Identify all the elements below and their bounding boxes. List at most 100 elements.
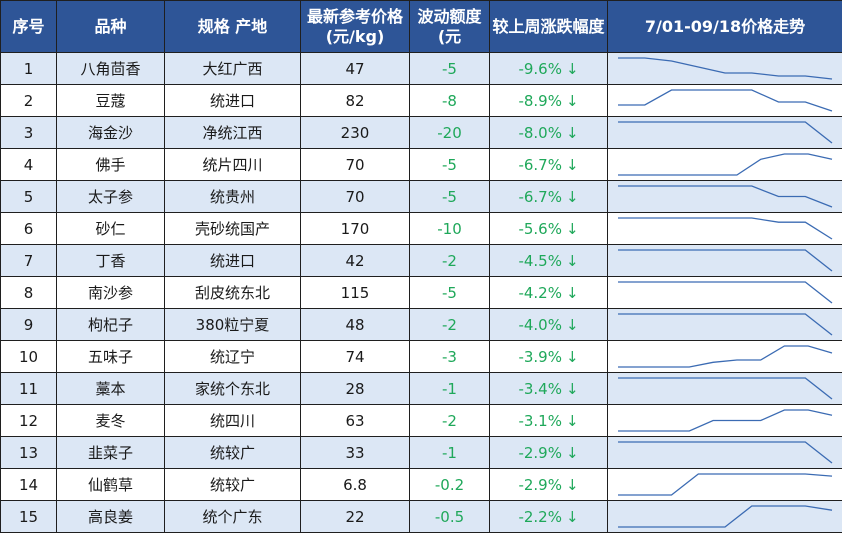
index-cell: 6 bbox=[0, 212, 57, 245]
table-row: 6 砂仁 壳砂统国产 170 -10 -5.6% ↓ bbox=[0, 212, 842, 245]
trend-line bbox=[618, 313, 833, 336]
table-row: 4 佛手 统片四川 70 -5 -6.7% ↓ bbox=[0, 148, 842, 181]
trend-line bbox=[618, 121, 833, 144]
trend-line bbox=[618, 409, 833, 432]
price-cell: 170 bbox=[300, 212, 410, 245]
weekly-pct-cell: -2.2% ↓ bbox=[489, 500, 608, 533]
weekly-pct-cell: -4.0% ↓ bbox=[489, 308, 608, 341]
table-row: 11 藁本 家统个东北 28 -1 -3.4% ↓ bbox=[0, 372, 842, 405]
variety-cell: 五味子 bbox=[56, 340, 165, 373]
down-arrow-icon: ↓ bbox=[565, 411, 579, 430]
down-arrow-icon: ↓ bbox=[565, 443, 579, 462]
weekly-pct-value: -4.2% bbox=[518, 283, 562, 302]
change-cell: -5 bbox=[409, 276, 490, 309]
weekly-pct-cell: -2.9% ↓ bbox=[489, 436, 608, 469]
trend-cell bbox=[607, 212, 842, 245]
down-arrow-icon: ↓ bbox=[565, 123, 579, 142]
spec-cell: 统进口 bbox=[164, 244, 301, 277]
index-cell: 2 bbox=[0, 84, 57, 117]
weekly-pct-value: -6.7% bbox=[518, 187, 562, 206]
table-row: 10 五味子 统辽宁 74 -3 -3.9% ↓ bbox=[0, 340, 842, 373]
weekly-pct-value: -3.1% bbox=[518, 411, 562, 430]
table-row: 9 枸杞子 380粒宁夏 48 -2 -4.0% ↓ bbox=[0, 308, 842, 341]
down-arrow-icon: ↓ bbox=[565, 347, 579, 366]
index-cell: 14 bbox=[0, 468, 57, 501]
header-price-line2: (元/kg) bbox=[325, 26, 385, 46]
table-row: 14 仙鹤草 统较广 6.8 -0.2 -2.9% ↓ bbox=[0, 468, 842, 501]
variety-cell: 高良姜 bbox=[56, 500, 165, 533]
trend-line bbox=[618, 249, 833, 272]
weekly-pct-value: -2.9% bbox=[518, 475, 562, 494]
index-cell: 10 bbox=[0, 340, 57, 373]
variety-cell: 海金沙 bbox=[56, 116, 165, 149]
trend-cell bbox=[607, 404, 842, 437]
price-cell: 63 bbox=[300, 404, 410, 437]
trend-cell bbox=[607, 180, 842, 213]
trend-cell bbox=[607, 468, 842, 501]
index-cell: 4 bbox=[0, 148, 57, 181]
table-row: 12 麦冬 统四川 63 -2 -3.1% ↓ bbox=[0, 404, 842, 437]
price-cell: 33 bbox=[300, 436, 410, 469]
weekly-pct-cell: -2.9% ↓ bbox=[489, 468, 608, 501]
weekly-pct-cell: -9.6% ↓ bbox=[489, 52, 608, 85]
down-arrow-icon: ↓ bbox=[565, 475, 579, 494]
change-cell: -8 bbox=[409, 84, 490, 117]
weekly-pct-cell: -3.1% ↓ bbox=[489, 404, 608, 437]
spec-cell: 统贵州 bbox=[164, 180, 301, 213]
change-cell: -5 bbox=[409, 180, 490, 213]
header-change-line2: (元 bbox=[437, 26, 462, 46]
weekly-pct-value: -2.9% bbox=[518, 443, 562, 462]
weekly-pct-value: -8.0% bbox=[518, 123, 562, 142]
spec-cell: 统进口 bbox=[164, 84, 301, 117]
trend-cell bbox=[607, 244, 842, 277]
spec-cell: 统个广东 bbox=[164, 500, 301, 533]
index-cell: 8 bbox=[0, 276, 57, 309]
trend-cell bbox=[607, 148, 842, 181]
table-row: 15 高良姜 统个广东 22 -0.5 -2.2% ↓ bbox=[0, 500, 842, 533]
trend-line bbox=[618, 185, 833, 208]
weekly-pct-cell: -3.4% ↓ bbox=[489, 372, 608, 405]
weekly-pct-cell: -4.5% ↓ bbox=[489, 244, 608, 277]
index-cell: 13 bbox=[0, 436, 57, 469]
trend-cell bbox=[607, 500, 842, 533]
spec-cell: 大红广西 bbox=[164, 52, 301, 85]
trend-cell bbox=[607, 372, 842, 405]
price-cell: 48 bbox=[300, 308, 410, 341]
trend-line bbox=[618, 217, 833, 240]
price-cell: 230 bbox=[300, 116, 410, 149]
trend-cell bbox=[607, 308, 842, 341]
table-row: 13 韭菜子 统较广 33 -1 -2.9% ↓ bbox=[0, 436, 842, 469]
weekly-pct-value: -3.9% bbox=[518, 347, 562, 366]
down-arrow-icon: ↓ bbox=[565, 187, 579, 206]
spec-cell: 壳砂统国产 bbox=[164, 212, 301, 245]
spec-cell: 380粒宁夏 bbox=[164, 308, 301, 341]
down-arrow-icon: ↓ bbox=[565, 155, 579, 174]
weekly-pct-cell: -3.9% ↓ bbox=[489, 340, 608, 373]
weekly-pct-cell: -6.7% ↓ bbox=[489, 148, 608, 181]
change-cell: -10 bbox=[409, 212, 490, 245]
variety-cell: 丁香 bbox=[56, 244, 165, 277]
trend-sparkline bbox=[618, 121, 833, 144]
down-arrow-icon: ↓ bbox=[565, 507, 579, 526]
index-cell: 1 bbox=[0, 52, 57, 85]
weekly-pct-cell: -8.0% ↓ bbox=[489, 116, 608, 149]
table-row: 3 海金沙 净统江西 230 -20 -8.0% ↓ bbox=[0, 116, 842, 149]
trend-sparkline bbox=[618, 345, 833, 368]
trend-sparkline bbox=[618, 57, 833, 80]
variety-cell: 藁本 bbox=[56, 372, 165, 405]
index-cell: 3 bbox=[0, 116, 57, 149]
trend-cell bbox=[607, 276, 842, 309]
trend-line bbox=[618, 153, 833, 176]
spec-cell: 净统江西 bbox=[164, 116, 301, 149]
header-trend: 7/01-09/18价格走势 bbox=[607, 0, 842, 53]
change-cell: -20 bbox=[409, 116, 490, 149]
price-cell: 6.8 bbox=[300, 468, 410, 501]
weekly-pct-cell: -8.9% ↓ bbox=[489, 84, 608, 117]
down-arrow-icon: ↓ bbox=[565, 59, 579, 78]
trend-sparkline bbox=[618, 505, 833, 528]
trend-cell bbox=[607, 116, 842, 149]
table-row: 5 太子参 统贵州 70 -5 -6.7% ↓ bbox=[0, 180, 842, 213]
change-cell: -3 bbox=[409, 340, 490, 373]
price-cell: 47 bbox=[300, 52, 410, 85]
weekly-pct-value: -4.5% bbox=[518, 251, 562, 270]
